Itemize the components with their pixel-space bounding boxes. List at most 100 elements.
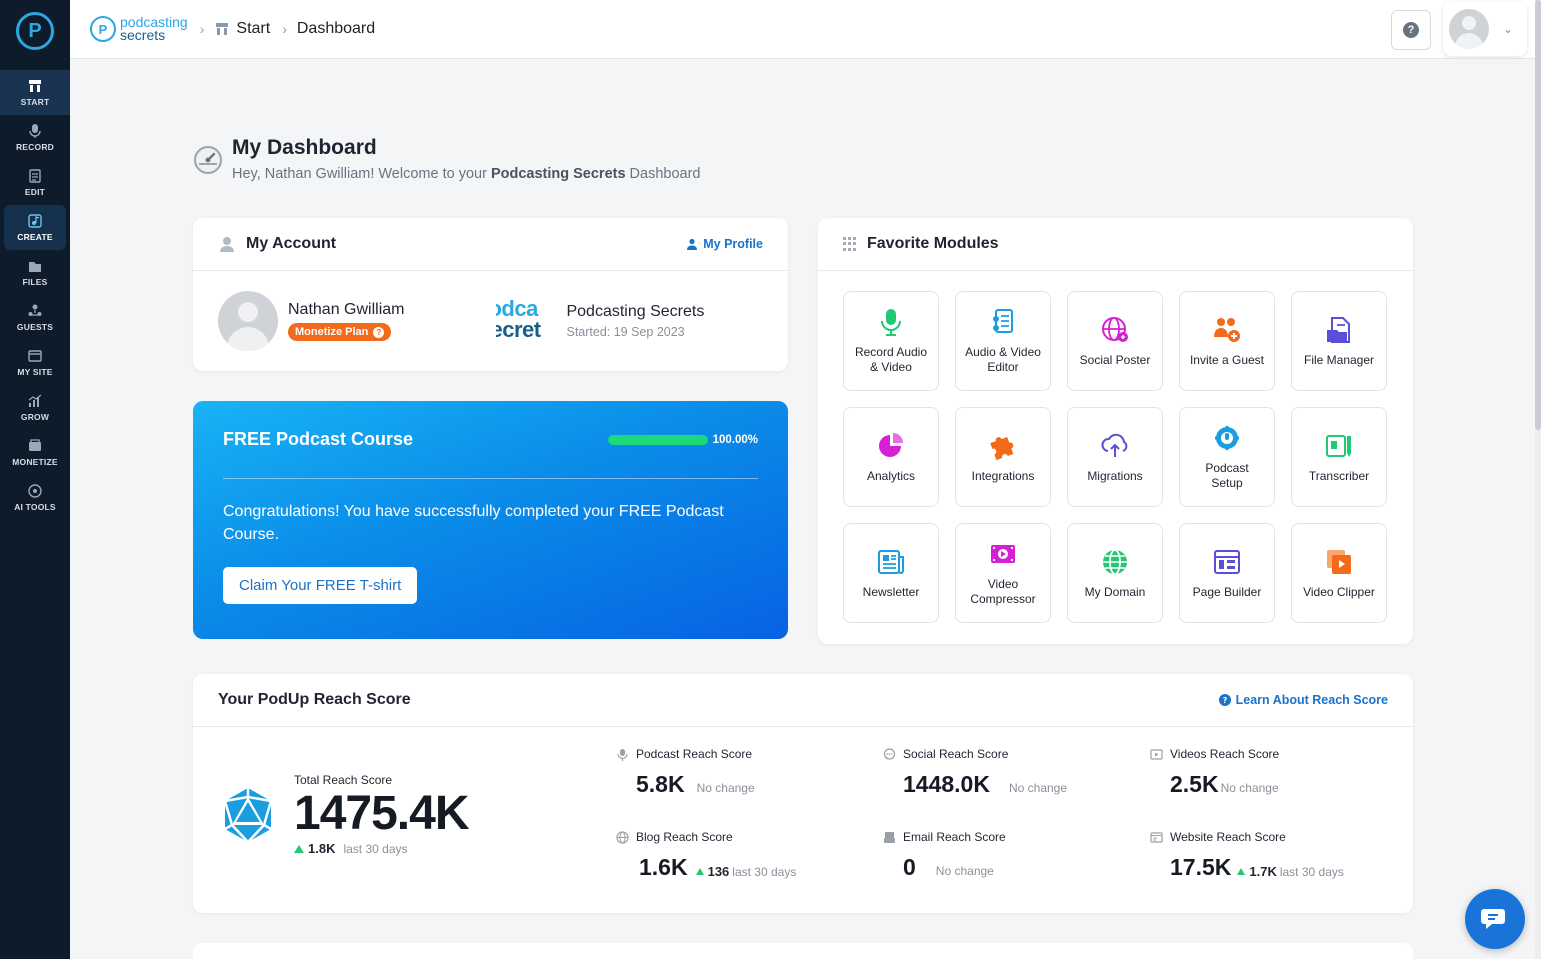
help-button[interactable]: ? [1391, 10, 1431, 50]
sidebar-item-record[interactable]: RECORD [0, 115, 70, 160]
user-icon [220, 237, 234, 252]
module-newsletter[interactable]: Newsletter [843, 523, 939, 623]
learn-link-label: Learn About Reach Score [1235, 693, 1388, 707]
inbox-icon [884, 831, 895, 843]
change-period: last 30 days [343, 841, 408, 856]
module-video-compressor[interactable]: Video Compressor [955, 523, 1051, 623]
metric-note: No change [935, 864, 994, 878]
user-icon [687, 238, 698, 250]
delta-value: 136 [707, 864, 730, 879]
avatar[interactable] [218, 291, 278, 351]
module-page-builder[interactable]: Page Builder [1179, 523, 1275, 623]
plan-label: Monetize Plan [295, 326, 369, 338]
my-profile-label: My Profile [703, 237, 763, 251]
total-reach-change: 1.8K last 30 days [294, 841, 468, 856]
favorite-modules-card: Favorite Modules Record Audio & Video Au… [818, 218, 1413, 644]
module-social-poster[interactable]: Social Poster [1067, 291, 1163, 391]
globe-share-icon [1100, 315, 1130, 345]
module-label: Social Poster [1079, 352, 1151, 367]
sidebar-item-edit[interactable]: EDIT [0, 160, 70, 205]
sidebar-item-label: START [20, 97, 50, 107]
sidebar-item-grow[interactable]: GROW [0, 385, 70, 430]
mic-icon [876, 307, 906, 337]
sidebar-item-label: MY SITE [17, 367, 53, 377]
sidebar-item-monetize[interactable]: MONETIZE [0, 430, 70, 475]
progress-fill [607, 434, 708, 445]
metric-label: Social Reach Score [903, 747, 1009, 761]
chat-widget-button[interactable] [1465, 889, 1525, 949]
avatar [1449, 9, 1489, 49]
sidebar-item-start[interactable]: START [0, 70, 70, 115]
chat-bubble-icon [1481, 909, 1505, 929]
my-profile-link[interactable]: My Profile [686, 237, 763, 251]
chevron-right-icon: › [282, 21, 287, 37]
learn-reach-score-link[interactable]: ? Learn About Reach Score [1218, 693, 1388, 707]
sidebar-item-guests[interactable]: GUESTS [0, 295, 70, 340]
page-subtitle: Hey, Nathan Gwilliam! Welcome to your Po… [232, 166, 701, 182]
podcast-setup-icon [1212, 423, 1242, 453]
user-name: Nathan Gwilliam [288, 301, 405, 318]
my-account-card: My Account My Profile Nathan Gwilliam Mo… [193, 218, 788, 371]
module-audio-video-editor[interactable]: Audio & Video Editor [955, 291, 1051, 391]
module-label: Invite a Guest [1189, 352, 1265, 367]
module-migrations[interactable]: Migrations [1067, 407, 1163, 507]
metric-label: Videos Reach Score [1170, 747, 1280, 761]
module-file-manager[interactable]: File Manager [1291, 291, 1387, 391]
cloud-upload-icon [1100, 431, 1130, 461]
podcast-logo-line-2: ecret [496, 317, 541, 342]
user-menu[interactable]: ⌄ [1443, 2, 1527, 56]
podcast-logo-line-1: odca [496, 298, 538, 321]
subtitle-prefix: Hey, Nathan Gwilliam! Welcome to your [232, 166, 491, 182]
module-label: Migrations [1087, 468, 1143, 483]
metric-value: 1448.0K [903, 771, 990, 797]
module-podcast-setup[interactable]: Podcast Setup [1179, 407, 1275, 507]
scrollbar[interactable] [1535, 0, 1541, 959]
sidebar-item-ai-tools[interactable]: AI TOOLS [0, 475, 70, 520]
page-title: My Dashboard [232, 136, 377, 159]
module-label: File Manager [1303, 352, 1375, 367]
breadcrumb-dashboard: Dashboard [297, 20, 375, 38]
module-grid: Record Audio & Video Audio & Video Edito… [843, 291, 1387, 623]
mic-icon [617, 748, 628, 761]
course-title: FREE Podcast Course [223, 429, 414, 449]
ai-icon [27, 483, 43, 499]
claim-tshirt-button[interactable]: Claim Your FREE T-shirt [223, 567, 418, 604]
module-analytics[interactable]: Analytics [843, 407, 939, 507]
app-logo[interactable]: P [0, 0, 70, 62]
plan-badge[interactable]: Monetize Plan? [288, 323, 392, 341]
metric-value: 1.6K [639, 854, 688, 880]
progress-label: 100.00% [712, 433, 758, 446]
sidebar-item-files[interactable]: FILES [0, 250, 70, 295]
chevron-right-icon: › [199, 21, 205, 37]
delta-period: last 30 days [1279, 864, 1344, 879]
editor-icon [988, 307, 1018, 337]
invite-icon [1212, 315, 1242, 345]
page-builder-icon [1212, 547, 1242, 577]
module-invite-guest[interactable]: Invite a Guest [1179, 291, 1275, 391]
puzzle-icon [988, 431, 1018, 461]
sidebar-item-label: AI TOOLS [14, 502, 56, 512]
metric-value: 5.8K [636, 771, 685, 797]
sidebar-item-my-site[interactable]: MY SITE [0, 340, 70, 385]
metric-value: 0 [903, 854, 916, 880]
module-my-domain[interactable]: My Domain [1067, 523, 1163, 623]
brand-logo[interactable]: P podcasting secrets [90, 15, 188, 43]
podcasting-secrets-logo-icon: P [16, 12, 54, 50]
files-icon [27, 258, 43, 274]
video-compressor-icon [988, 539, 1018, 569]
file-manager-icon [1324, 315, 1354, 345]
breadcrumb-start[interactable]: Start [214, 20, 270, 38]
total-reach-value: 1475.4K [294, 787, 469, 840]
module-integrations[interactable]: Integrations [955, 407, 1051, 507]
grid-icon [843, 237, 857, 251]
module-record-audio-video[interactable]: Record Audio & Video [843, 291, 939, 391]
scrollbar-thumb[interactable] [1535, 0, 1541, 430]
domain-globe-icon [1100, 547, 1130, 577]
metric-delta: 136 last 30 days [695, 864, 796, 879]
module-video-clipper[interactable]: Video Clipper [1291, 523, 1387, 623]
subtitle-brand: Podcasting Secrets [490, 166, 626, 182]
sidebar-item-create[interactable]: CREATE [4, 205, 66, 250]
module-label: Page Builder [1192, 584, 1262, 599]
module-transcriber[interactable]: Transcriber [1291, 407, 1387, 507]
brand-line-2: secrets [120, 27, 166, 43]
